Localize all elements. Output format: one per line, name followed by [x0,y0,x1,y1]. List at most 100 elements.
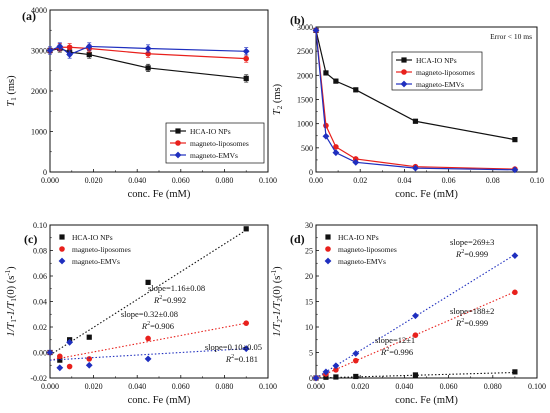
r2-annotation: R2=0.906 [141,321,174,331]
y-label-main: T [6,100,17,107]
y-label-main: 1/T [6,322,17,337]
x-tick-label: 0.040 [395,382,413,391]
y-axis-label: 1/T1-1/T1(0) (s-1) [4,266,18,337]
y-axis-label: T1 (ms) [6,75,18,107]
y-tick-label: 0 [43,168,47,177]
legend: HCA-IO NPs magneto-liposomes magneto-EMVs [324,233,397,266]
r2-value: =0.999 [464,249,488,259]
x-axis-label: conc. Fe (mM) [395,189,458,200]
series-line [315,30,515,171]
data-point [85,43,93,50]
chart-panel-1: 0.000 0.020 0.040 0.060 0.080 0.100 0 1000 2000 3… [6,6,277,200]
legend-label: HCA-IO NPs [190,127,231,136]
y-tick-label: 3000 [297,23,313,32]
y-label-sub: 2 [276,319,284,323]
fit-line [315,254,516,379]
panel-label: (d) [290,232,305,246]
r2-annotation: R2=0.992 [153,295,186,305]
data-point [352,158,360,166]
x-tick-label: 0.060 [440,382,458,391]
data-point [353,87,359,93]
series-1 [313,369,518,381]
data-point [332,362,340,370]
y-tick-label: 1000 [31,128,47,137]
legend-label: magneto-EMVs [416,80,464,89]
y-label-unit: (s [6,276,17,286]
legend-marker [58,257,66,265]
data-point [66,363,73,370]
x-tick-label: 0.060 [172,176,190,185]
y-tick-label: 1500 [297,96,313,105]
fit-line [49,229,247,356]
y-label-sub: 1 [10,97,18,101]
y-label-sub2: 1 [10,298,18,302]
data-point [512,289,518,296]
data-point [322,132,330,140]
x-axis-label: conc. Fe (mM) [128,189,191,200]
r2-value: =0.999 [464,318,488,328]
y-tick-label: 0.06 [33,272,47,281]
data-point [145,65,151,71]
data-point [332,149,340,157]
y-tick-label: 5 [309,349,313,358]
r2-prefix: R [141,321,148,331]
y-tick-label: 2000 [31,87,47,96]
data-point [412,312,419,320]
x-tick-label: 0.00 [309,176,323,185]
data-point [412,118,419,124]
data-point [333,144,339,150]
y-label-sub: 2 [276,105,284,109]
y-tick-label: 20 [305,272,313,281]
legend-marker [325,246,331,252]
series-2 [313,27,518,172]
y-label-main: 1/T [272,322,283,337]
y-tick-label: 30 [305,221,313,230]
data-point [352,350,360,357]
data-point [86,356,93,362]
series-3 [46,42,250,59]
r2-prefix: R [225,354,232,364]
legend: HCA-IO NPs magneto-liposomes magneto-EMVs [391,51,483,91]
y-tick-label: 15 [305,298,313,307]
chart-panel-3: 0.000 0.020 0.040 0.060 0.080 0.100 -0.02 0.00 0… [4,221,277,406]
y-label-end: (0) [6,285,17,298]
r2-prefix: R [455,249,462,259]
y-tick-label: 500 [301,144,313,153]
legend-label: magneto-EMVs [190,151,238,160]
legend-marker [400,80,408,88]
legend-label: HCA-IO NPs [416,56,457,65]
r2-annotation: R2=0.181 [225,354,258,364]
data-point [46,349,54,356]
y-label-unit-end: ) [6,266,17,270]
y-tick-label: 3000 [31,47,47,56]
series-3 [46,338,250,372]
data-point [145,279,151,285]
x-tick-label: 0.000 [41,382,59,391]
legend-label: magneto-EMVs [338,257,386,266]
r2-sup: 2 [231,354,234,360]
data-point [66,51,74,58]
data-point [352,357,359,364]
y-tick-label: 10 [305,323,313,332]
r2-annotation: R2=0.999 [455,318,488,328]
y-label-end: (0) [272,285,283,298]
legend-marker [59,246,65,252]
x-tick-label: 0.10 [530,176,544,185]
y-tick-label: 0.10 [33,221,47,230]
data-point [511,252,519,259]
x-tick-label: 0.060 [172,382,190,391]
data-point [66,338,74,346]
legend-marker [175,140,181,146]
r2-value: =0.996 [389,347,413,357]
y-tick-label: 4000 [31,6,47,15]
data-point [242,345,250,353]
r2-sup: 2 [159,295,162,301]
legend-label: magneto-liposomes [190,139,249,148]
x-tick-label: 0.020 [85,176,103,185]
y-tick-label: 2000 [297,71,313,80]
y-tick-label: 0.04 [33,298,47,307]
legend-marker [401,57,407,63]
legend-marker [401,69,407,75]
data-point [242,47,250,55]
